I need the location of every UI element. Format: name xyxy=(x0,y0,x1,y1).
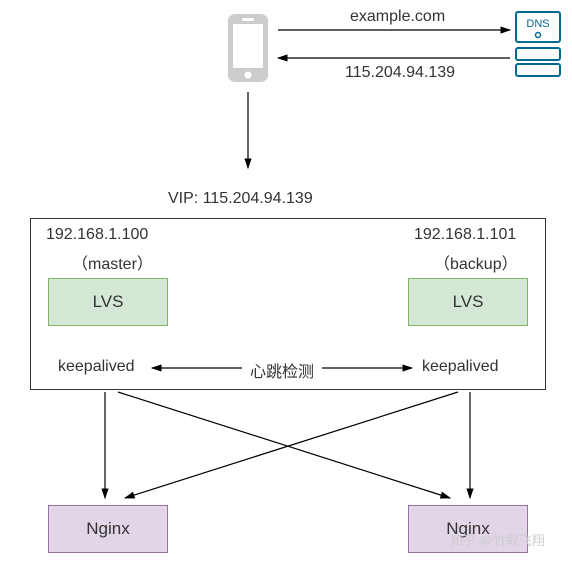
watermark: 知乎 @竹取飞翔 xyxy=(450,530,545,549)
backup-ip: 192.168.1.101 xyxy=(414,226,516,244)
heartbeat-label: 心跳检测 xyxy=(250,358,314,382)
backup-lvs-label: LVS xyxy=(453,292,484,312)
dns-request-label: example.com xyxy=(350,8,445,26)
svg-text:DNS: DNS xyxy=(526,18,549,30)
backup-role: （backup） xyxy=(434,250,518,274)
dns-response-label: 115.204.94.139 xyxy=(345,64,455,82)
nginx-left-label: Nginx xyxy=(86,519,129,539)
arrow-master-nginx-right xyxy=(118,392,450,498)
vip-prefix: VIP: xyxy=(168,190,198,207)
vip-value: 115.204.94.139 xyxy=(203,190,313,207)
arrow-backup-nginx-left xyxy=(125,392,458,498)
master-lvs-box: LVS xyxy=(48,278,168,326)
backup-keepalived: keepalived xyxy=(422,358,499,376)
vip-label: VIP: 115.204.94.139 xyxy=(168,190,313,208)
master-keepalived: keepalived xyxy=(58,358,135,376)
diagram-canvas: DNS example.com 115.204.94.139 VIP: 115.… xyxy=(0,0,572,575)
master-lvs-label: LVS xyxy=(93,292,124,312)
master-ip: 192.168.1.100 xyxy=(46,226,148,244)
nginx-left-box: Nginx xyxy=(48,505,168,553)
backup-lvs-box: LVS xyxy=(408,278,528,326)
phone-icon xyxy=(228,14,268,82)
dns-icon: DNS xyxy=(516,12,560,76)
master-role: （master） xyxy=(72,250,153,274)
